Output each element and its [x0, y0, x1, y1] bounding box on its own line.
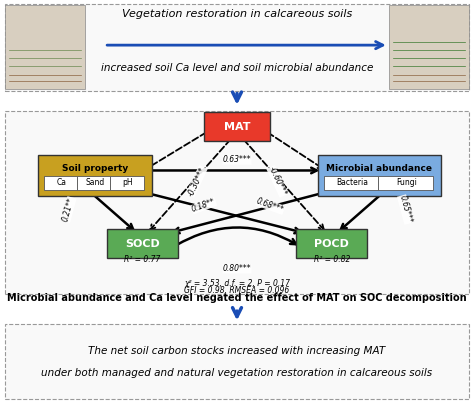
Text: 0.80***: 0.80***: [223, 264, 251, 273]
FancyBboxPatch shape: [318, 155, 441, 196]
FancyBboxPatch shape: [5, 324, 469, 399]
Text: -0.60***: -0.60***: [266, 165, 288, 197]
FancyBboxPatch shape: [204, 112, 270, 141]
Text: increased soil Ca level and soil microbial abundance: increased soil Ca level and soil microbi…: [101, 63, 373, 73]
Text: R² = 0.82: R² = 0.82: [314, 256, 350, 264]
FancyBboxPatch shape: [44, 176, 77, 190]
Text: 0.21**: 0.21**: [61, 196, 76, 223]
Text: Bacteria: Bacteria: [336, 178, 368, 187]
Text: Soil property: Soil property: [62, 164, 128, 172]
FancyBboxPatch shape: [389, 5, 469, 89]
Text: The net soil carbon stocks increased with increasing MAT: The net soil carbon stocks increased wit…: [88, 346, 386, 355]
Text: R² = 0.77: R² = 0.77: [124, 256, 160, 264]
Text: Fungi: Fungi: [396, 178, 417, 187]
Text: MAT: MAT: [224, 122, 250, 132]
Text: 0.68***: 0.68***: [255, 196, 285, 215]
Text: 0.65***: 0.65***: [397, 195, 413, 224]
Text: 0.63***: 0.63***: [223, 156, 251, 164]
Text: Vegetation restoration in calcareous soils: Vegetation restoration in calcareous soi…: [122, 9, 352, 19]
FancyBboxPatch shape: [5, 111, 469, 294]
FancyBboxPatch shape: [77, 176, 110, 190]
Text: Microbial abundance: Microbial abundance: [326, 164, 432, 172]
Text: pH: pH: [123, 178, 133, 187]
Text: Ca: Ca: [56, 178, 67, 187]
FancyBboxPatch shape: [5, 4, 469, 91]
FancyBboxPatch shape: [38, 155, 152, 196]
FancyBboxPatch shape: [110, 176, 144, 190]
FancyBboxPatch shape: [5, 5, 85, 89]
Text: GFI = 0.98, RMSEA = 0.096: GFI = 0.98, RMSEA = 0.096: [184, 286, 290, 295]
FancyBboxPatch shape: [107, 229, 178, 258]
FancyBboxPatch shape: [378, 176, 433, 190]
Text: 0.18**: 0.18**: [191, 197, 217, 214]
Text: Sand: Sand: [85, 178, 104, 187]
FancyBboxPatch shape: [296, 229, 367, 258]
Text: POCD: POCD: [314, 239, 349, 249]
FancyBboxPatch shape: [324, 176, 378, 190]
Text: χ² = 3.53, d.f. = 2, P = 0.17: χ² = 3.53, d.f. = 2, P = 0.17: [184, 279, 290, 288]
Text: Microbial abundance and Ca level negated the effect of MAT on SOC decomposition: Microbial abundance and Ca level negated…: [7, 293, 467, 303]
Text: SOCD: SOCD: [125, 239, 160, 249]
Text: -0.30***: -0.30***: [186, 165, 208, 197]
Text: under both managed and natural vegetation restoration in calcareous soils: under both managed and natural vegetatio…: [41, 368, 433, 378]
